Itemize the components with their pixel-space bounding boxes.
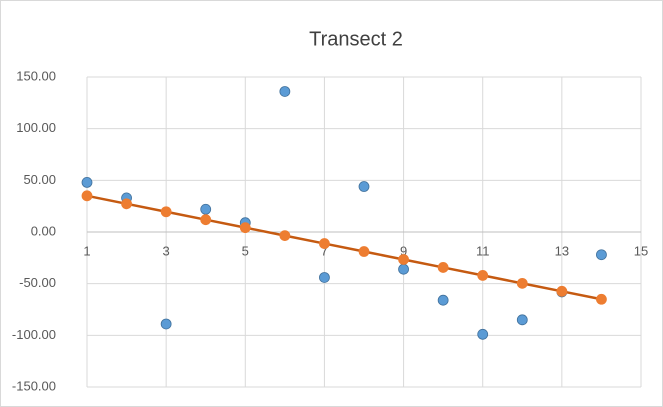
point <box>239 222 251 234</box>
point <box>556 285 568 297</box>
point <box>516 277 528 289</box>
y-tick-label: 150.00 <box>16 68 56 83</box>
point <box>279 230 291 242</box>
x-tick-label: 13 <box>555 243 569 258</box>
point <box>81 190 93 202</box>
point <box>358 181 370 192</box>
x-tick-label: 11 <box>476 243 490 258</box>
y-tick-label: -150.00 <box>12 378 56 393</box>
point <box>596 249 607 261</box>
x-tick-label: 9 <box>400 243 407 258</box>
trend-line <box>86 194 602 301</box>
point <box>596 293 607 305</box>
y-tick-label: 50.00 <box>23 172 56 187</box>
y-tick-label: 0.00 <box>31 223 56 238</box>
point <box>398 263 409 275</box>
point <box>319 238 330 249</box>
y-tick-label: -100.00 <box>12 327 56 342</box>
point <box>319 272 330 283</box>
point <box>477 269 489 281</box>
point <box>358 246 370 257</box>
y-tick-label: -50.00 <box>19 275 56 290</box>
point <box>437 262 449 273</box>
point <box>200 203 212 215</box>
point <box>279 86 291 97</box>
y-tick-label: 100.00 <box>16 120 56 135</box>
x-tick-label: 3 <box>163 243 170 258</box>
point <box>516 314 528 326</box>
chart-title: Transect 2 <box>309 28 403 50</box>
point <box>81 176 93 188</box>
point <box>160 206 172 218</box>
point <box>160 318 172 330</box>
point <box>477 328 489 340</box>
point <box>398 254 409 265</box>
x-tick-label: 7 <box>321 243 328 258</box>
x-tick-label: 15 <box>634 243 648 258</box>
point <box>437 294 449 306</box>
x-tick-label: 1 <box>83 243 90 258</box>
x-tick-label: 5 <box>242 243 249 258</box>
point <box>121 198 132 210</box>
point <box>200 214 212 226</box>
